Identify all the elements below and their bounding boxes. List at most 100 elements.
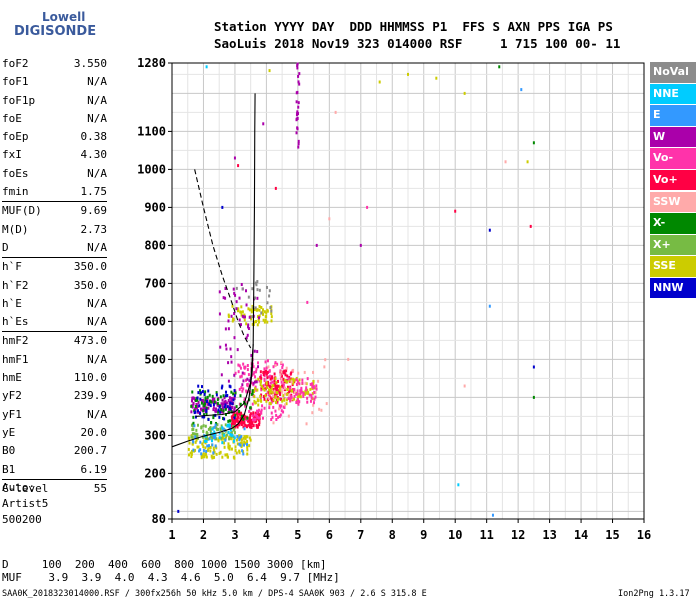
echo-point (244, 437, 247, 441)
echo-point (197, 404, 200, 408)
echo-point (243, 421, 246, 425)
echo-point (204, 400, 207, 404)
echo-point (231, 304, 234, 308)
echo-point (296, 398, 299, 402)
echo-point (232, 420, 235, 424)
echo-point (295, 400, 298, 404)
echo-point (239, 394, 242, 398)
echo-point (256, 388, 259, 392)
echo-point (295, 378, 298, 382)
echo-point (254, 417, 257, 421)
echo-point (262, 122, 265, 126)
echo-point (243, 427, 246, 431)
echo-point (292, 380, 295, 384)
echo-point (255, 283, 258, 287)
echo-point (204, 390, 207, 394)
echo-point (202, 449, 205, 453)
echo-point (224, 394, 227, 398)
echo-point (204, 452, 207, 456)
echo-point (200, 425, 203, 429)
echo-point (190, 435, 193, 439)
echo-point (242, 362, 245, 366)
echo-point (212, 398, 215, 402)
echo-point (286, 387, 289, 391)
echo-point (280, 384, 283, 388)
echo-point (315, 387, 318, 391)
param-value: 239.9 (73, 389, 107, 403)
echo-point (199, 448, 202, 452)
param-name: C-level (2, 481, 49, 495)
echo-point (280, 377, 283, 381)
echo-point (200, 401, 203, 405)
echo-point (378, 80, 381, 84)
echo-point (232, 439, 235, 443)
echo-point (236, 416, 239, 420)
echo-point (226, 453, 229, 457)
echo-point (315, 243, 318, 247)
echo-point (197, 391, 200, 395)
echo-point (303, 370, 306, 374)
echo-point (218, 405, 221, 409)
echo-point (211, 443, 214, 447)
echo-point (215, 409, 218, 413)
echo-point (197, 384, 200, 388)
echo-point (238, 387, 241, 391)
echo-point (221, 205, 224, 209)
echo-point (268, 69, 271, 73)
echo-point (202, 445, 205, 449)
echo-point (199, 440, 202, 444)
x-tick-label: 9 (420, 528, 427, 542)
echo-point (257, 416, 260, 420)
parameter-panel: foF2 3.550 foF1 N/A foF1p N/A foE N/A foEp 0.38 fx… (2, 55, 107, 498)
echo-point (262, 395, 265, 399)
param-row: foEp 0.38 (2, 128, 107, 146)
echo-point (241, 310, 244, 314)
echo-point (239, 323, 242, 327)
echo-point (278, 391, 281, 395)
echo-point (242, 379, 245, 383)
echo-point (202, 413, 205, 417)
echo-point (227, 319, 230, 323)
echo-point (305, 388, 308, 392)
echo-point (213, 450, 216, 454)
echo-point (248, 418, 251, 422)
param-name: h`F2 (2, 278, 29, 292)
echo-point (260, 311, 263, 315)
echo-point (227, 361, 230, 365)
echo-point (262, 312, 265, 316)
echo-point (234, 425, 237, 429)
echo-point (298, 382, 301, 386)
echo-point (264, 394, 267, 398)
echo-point (221, 441, 224, 445)
echo-point (229, 401, 232, 405)
echo-point (277, 397, 280, 401)
echo-point (230, 424, 233, 428)
echo-point (232, 287, 235, 291)
echo-point (255, 367, 258, 371)
echo-point (200, 452, 203, 456)
echo-point (232, 424, 235, 428)
echo-point (192, 427, 195, 431)
echo-point (220, 408, 223, 412)
echo-point (224, 343, 227, 347)
echo-point (270, 418, 273, 422)
echo-point (192, 396, 195, 400)
echo-point (245, 418, 248, 422)
echo-point (463, 91, 466, 95)
echo-point (237, 164, 240, 168)
echo-point (230, 399, 233, 403)
echo-point (287, 377, 290, 381)
echo-point (229, 404, 232, 408)
echo-point (227, 327, 230, 331)
param-name: h`F (2, 260, 22, 274)
echo-point (229, 423, 232, 427)
echo-point (262, 373, 265, 377)
echo-point (246, 452, 249, 456)
echo-point (305, 391, 308, 395)
echo-point (202, 403, 205, 407)
echo-point (262, 384, 265, 388)
echo-point (279, 373, 282, 377)
echo-point (233, 156, 236, 160)
echo-point (272, 365, 275, 369)
echo-point (526, 160, 529, 164)
